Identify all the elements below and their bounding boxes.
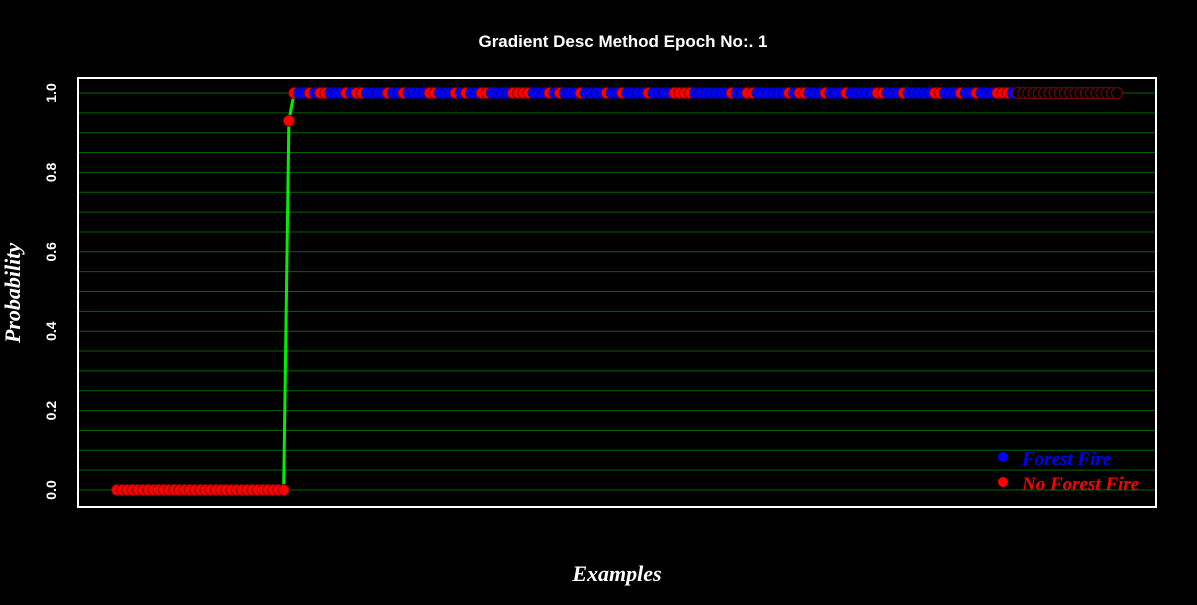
data-points — [111, 87, 1123, 496]
y-tick-label: 0.2 — [43, 401, 59, 421]
y-tick-label: 0.4 — [43, 321, 59, 341]
y-tick-label: 1.0 — [43, 83, 59, 103]
legend-marker-forest-fire — [998, 452, 1008, 462]
point-no-forest-fire — [282, 114, 295, 127]
y-axis-ticks: 0.0 0.2 0.4 0.6 0.8 1.0 — [43, 83, 59, 500]
y-tick-label: 0.8 — [43, 162, 59, 182]
legend-label-forest-fire: Forest Fire — [1021, 449, 1112, 470]
legend: Forest Fire No Forest Fire — [998, 449, 1140, 495]
chart-title: Gradient Desc Method Epoch No:. 1 — [478, 32, 767, 51]
legend-label-no-forest-fire: No Forest Fire — [1021, 474, 1140, 495]
y-tick-label: 0.6 — [43, 242, 59, 262]
x-axis-label: Examples — [571, 561, 661, 586]
plot-frame — [77, 77, 1157, 508]
y-axis-label: Probability — [0, 243, 25, 344]
point-no-forest-fire — [277, 484, 290, 496]
y-tick-label: 0.0 — [43, 480, 59, 500]
point-no-forest-fire — [1111, 87, 1123, 99]
grid — [79, 92, 1155, 491]
legend-marker-no-forest-fire — [998, 477, 1008, 487]
